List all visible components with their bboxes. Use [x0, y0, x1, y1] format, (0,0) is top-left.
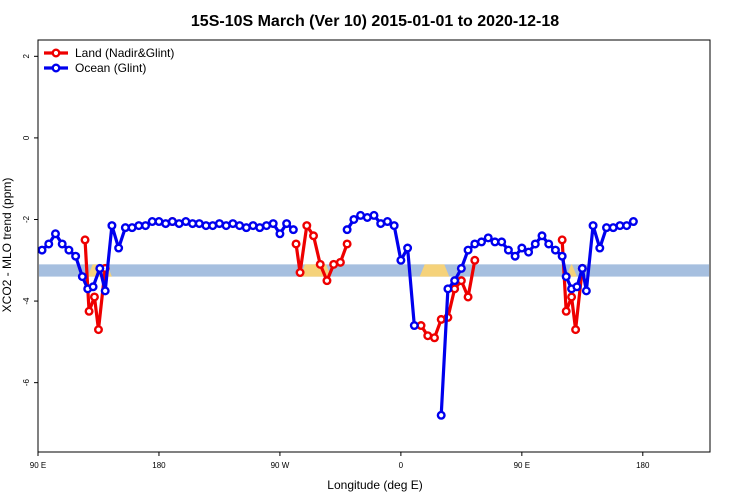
y-tick-label: -6	[22, 379, 31, 387]
data-point	[93, 325, 103, 335]
data-point	[429, 333, 439, 343]
data-point	[84, 306, 94, 316]
legend: Land (Nadir&Glint)Ocean (Glint)	[44, 46, 174, 75]
data-point	[497, 237, 507, 247]
data-point	[342, 239, 352, 249]
data-point	[577, 263, 587, 273]
data-point	[595, 243, 605, 253]
data-point	[64, 245, 74, 255]
y-axis-label: XCO2 - MLO trend (ppm)	[0, 178, 14, 313]
data-point	[288, 225, 298, 235]
data-point	[530, 239, 540, 249]
data-point	[71, 251, 81, 261]
legend-label: Land (Nadir&Glint)	[75, 46, 174, 60]
data-point	[141, 221, 151, 231]
data-point	[88, 282, 98, 292]
data-point	[561, 306, 571, 316]
series-layer	[37, 210, 638, 420]
x-tick-label: 180	[636, 461, 650, 470]
chart-title: 15S-10S March (Ver 10) 2015-01-01 to 202…	[191, 13, 559, 30]
data-point	[369, 210, 379, 220]
data-point	[483, 233, 493, 243]
data-point	[581, 286, 591, 296]
band-bar	[39, 264, 709, 277]
data-point	[275, 229, 285, 239]
data-point	[50, 229, 60, 239]
y-tick-label: -4	[22, 297, 31, 305]
data-point	[622, 221, 632, 231]
data-point	[107, 221, 117, 231]
data-point	[544, 239, 554, 249]
legend-swatch-marker	[51, 48, 61, 58]
data-point	[342, 225, 352, 235]
data-point	[436, 410, 446, 420]
data-point	[80, 235, 90, 245]
x-tick-label: 90 W	[271, 461, 290, 470]
data-point	[89, 292, 99, 302]
data-point	[349, 214, 359, 224]
data-point	[335, 257, 345, 267]
y-tick-label: 2	[22, 54, 31, 59]
data-point	[295, 268, 305, 278]
data-point	[557, 235, 567, 245]
data-point	[100, 286, 110, 296]
data-point	[572, 282, 582, 292]
data-point	[503, 245, 513, 255]
data-point	[409, 321, 419, 331]
legend-label: Ocean (Glint)	[75, 61, 146, 75]
axes: 90 E 180 90 W 0 90 E 180 2 0 -2 -4 -6	[22, 54, 650, 470]
data-point	[510, 251, 520, 261]
data-point	[524, 247, 534, 257]
data-point	[268, 219, 278, 229]
data-point	[537, 231, 547, 241]
x-axis-label: Longitude (deg E)	[327, 478, 422, 492]
x-tick-label: 0	[399, 461, 404, 470]
data-point	[628, 217, 638, 227]
x-tick-label: 180	[152, 461, 166, 470]
data-point	[77, 272, 87, 282]
data-point	[291, 239, 301, 249]
series-0	[80, 217, 587, 343]
series-1	[37, 210, 638, 420]
data-point	[315, 259, 325, 269]
data-point	[114, 243, 124, 253]
x-tick-label: 90 E	[30, 461, 46, 470]
band-highlight	[419, 264, 450, 277]
data-point	[309, 231, 319, 241]
data-point	[557, 251, 567, 261]
data-point	[57, 239, 67, 249]
x-tick-label: 90 E	[514, 461, 530, 470]
data-point	[396, 255, 406, 265]
data-point	[382, 217, 392, 227]
y-tick-label: -2	[22, 215, 31, 223]
data-point	[44, 239, 54, 249]
data-point	[282, 219, 292, 229]
data-point	[517, 243, 527, 253]
data-point	[443, 284, 453, 294]
data-point	[477, 237, 487, 247]
data-point	[567, 292, 577, 302]
band-highlight	[300, 264, 331, 277]
data-point	[470, 255, 480, 265]
data-point	[450, 276, 460, 286]
data-point	[571, 325, 581, 335]
reference-band	[39, 264, 709, 277]
data-point	[550, 245, 560, 255]
y-tick-label: 0	[22, 135, 31, 140]
data-point	[463, 292, 473, 302]
data-point	[588, 221, 598, 231]
data-point	[302, 221, 312, 231]
data-point	[95, 263, 105, 273]
data-point	[389, 221, 399, 231]
plot-frame	[37, 39, 711, 453]
data-point	[456, 263, 466, 273]
data-point	[403, 243, 413, 253]
data-point	[463, 245, 473, 255]
data-point	[561, 272, 571, 282]
data-point	[37, 245, 47, 255]
data-point	[322, 276, 332, 286]
legend-swatch-marker	[51, 63, 61, 73]
